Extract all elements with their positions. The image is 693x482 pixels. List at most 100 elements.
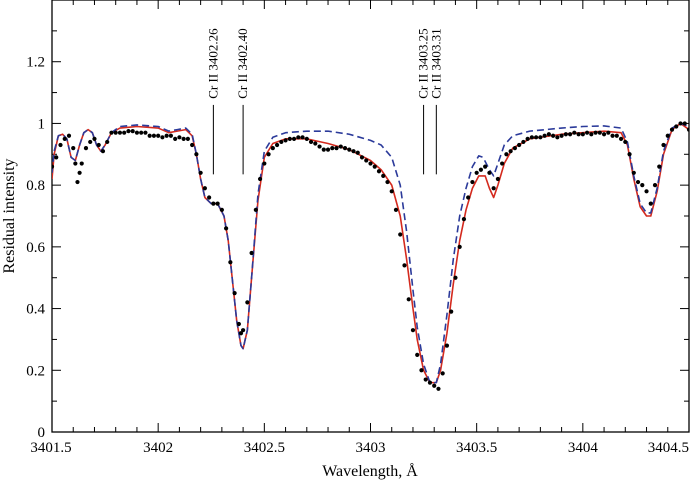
data-point xyxy=(194,152,199,157)
data-point xyxy=(71,146,76,151)
data-point xyxy=(253,207,258,212)
x-tick-label: 3404 xyxy=(568,440,599,456)
y-tick-label: 0.6 xyxy=(26,240,45,256)
data-point xyxy=(364,158,369,163)
x-tick-label: 3402 xyxy=(143,440,173,456)
data-point xyxy=(147,133,152,138)
data-point xyxy=(151,133,157,138)
data-point xyxy=(236,321,241,327)
data-point xyxy=(461,216,467,222)
annotation-label: Cr II 3402.40 xyxy=(235,28,250,98)
data-point xyxy=(597,130,602,135)
data-point xyxy=(483,164,488,169)
data-point xyxy=(449,309,454,314)
data-point xyxy=(372,164,377,169)
data-point xyxy=(665,133,670,138)
data-point xyxy=(66,133,72,138)
data-point xyxy=(139,130,144,135)
data-point xyxy=(134,130,140,135)
x-tick-label: 3403.5 xyxy=(456,440,497,456)
data-point xyxy=(62,136,67,141)
data-point xyxy=(682,121,687,126)
data-point xyxy=(436,386,441,391)
data-point xyxy=(100,149,106,154)
data-point xyxy=(283,138,288,143)
data-point xyxy=(58,142,63,148)
data-point xyxy=(500,161,505,166)
data-point xyxy=(640,183,645,188)
data-point xyxy=(576,132,581,137)
data-point xyxy=(606,130,611,135)
data-point xyxy=(321,147,326,152)
data-point xyxy=(644,189,649,194)
data-point xyxy=(551,133,556,138)
data-point xyxy=(224,226,229,231)
data-point xyxy=(291,136,297,141)
data-point xyxy=(160,135,165,140)
data-point xyxy=(287,136,292,141)
data-point xyxy=(678,121,683,126)
data-point xyxy=(300,135,305,140)
y-tick-label: 0.2 xyxy=(26,363,45,379)
data-point xyxy=(669,127,675,132)
line-annotations: Cr II 3402.26 Cr II 3402.40 Cr II 3403.25C… xyxy=(205,28,443,175)
data-point xyxy=(325,147,331,152)
data-point xyxy=(274,142,280,148)
data-point xyxy=(359,155,365,160)
data-point xyxy=(122,130,127,135)
data-point xyxy=(661,142,666,148)
data-point xyxy=(232,291,237,296)
data-point xyxy=(567,132,573,137)
data-point xyxy=(419,368,424,373)
data-point xyxy=(77,170,82,175)
data-point xyxy=(190,142,195,148)
data-point xyxy=(257,176,263,182)
x-tick-label: 3404.5 xyxy=(648,440,689,456)
y-tick-label: 0.4 xyxy=(26,302,45,318)
y-axis-label: Residual intensity xyxy=(1,158,18,273)
data-point xyxy=(313,141,318,146)
data-point xyxy=(164,133,169,138)
data-point xyxy=(202,186,207,191)
data-point xyxy=(79,161,84,166)
x-axis-label: Wavelength, Å xyxy=(322,462,418,480)
data-point xyxy=(143,130,148,135)
data-point xyxy=(156,133,161,138)
data-point xyxy=(219,207,224,212)
data-point xyxy=(262,161,267,166)
data-point xyxy=(381,173,386,178)
data-point xyxy=(398,232,403,237)
data-point xyxy=(75,179,80,185)
y-tick-label: 1 xyxy=(38,116,46,132)
x-tick-label: 3402.5 xyxy=(244,440,285,456)
data-point xyxy=(470,179,475,185)
data-point xyxy=(542,133,547,138)
data-point xyxy=(572,130,577,135)
data-point xyxy=(355,150,360,155)
data-point xyxy=(304,136,309,141)
data-point xyxy=(52,164,55,169)
data-point xyxy=(623,139,628,145)
data-point xyxy=(614,133,619,138)
data-point xyxy=(534,135,539,140)
data-point xyxy=(563,132,568,137)
data-point xyxy=(652,183,658,188)
dashed-model-line xyxy=(52,122,689,384)
data-point xyxy=(168,133,174,138)
data-point xyxy=(92,136,97,141)
annotation-label: Cr II 3403.31 xyxy=(428,28,443,98)
data-point xyxy=(457,244,462,249)
data-point xyxy=(432,383,437,388)
x-tick-label: 3403 xyxy=(356,440,386,456)
data-point xyxy=(88,139,93,145)
data-point xyxy=(83,146,89,151)
data-point xyxy=(385,179,390,185)
data-point xyxy=(487,170,492,175)
data-point xyxy=(181,136,186,141)
data-point xyxy=(593,130,598,135)
data-point xyxy=(402,263,407,268)
data-point xyxy=(334,146,339,151)
data-point xyxy=(555,135,560,140)
data-point xyxy=(173,136,178,141)
